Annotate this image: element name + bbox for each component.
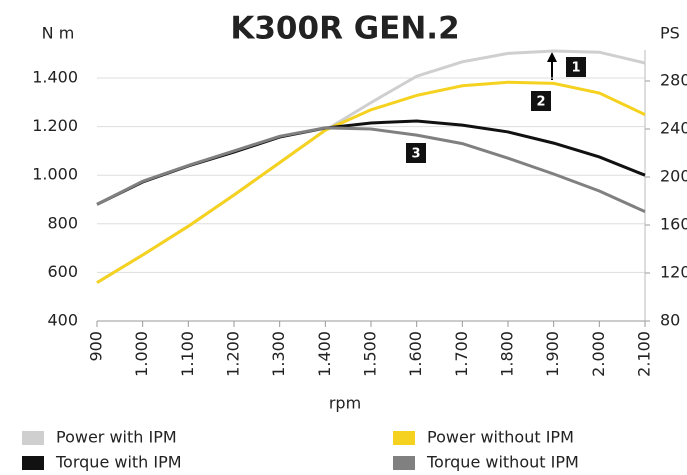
x-tick-label: 1.900: [543, 331, 562, 377]
x-tick-label: 2.100: [635, 331, 654, 377]
legend-swatch: [393, 456, 415, 470]
y2-tick-label: 200: [660, 167, 687, 186]
chart-title: K300R GEN.2: [230, 11, 459, 47]
legend-swatch: [22, 431, 44, 445]
legend-label: Torque without IPM: [426, 453, 579, 472]
annotation: 1: [571, 61, 580, 76]
y2-tick-label: 120: [660, 263, 687, 282]
y2-tick-label: 80: [660, 311, 680, 330]
x-tick-label: 1.400: [315, 331, 334, 377]
y2-tick-label: 160: [660, 215, 687, 234]
annotation-box: [566, 57, 586, 77]
y-tick-label: 1.400: [32, 68, 78, 87]
annotation: 2: [536, 95, 545, 110]
x-tick-label: 1.300: [269, 331, 288, 377]
y-tick-label: 600: [47, 262, 78, 281]
x-tick-label: 2.000: [589, 331, 608, 377]
annotation: 3: [411, 147, 420, 162]
x-tick-label: 1.500: [361, 331, 380, 377]
x-tick-label: 1.600: [406, 331, 425, 377]
y2-tick-label: 240: [660, 119, 687, 138]
y2-axis-label: PS: [660, 24, 680, 43]
annotation-box: [406, 143, 426, 163]
legend-label: Power with IPM: [56, 428, 177, 447]
legend-swatch: [393, 431, 415, 445]
arrow-head: [547, 52, 557, 62]
y-tick-label: 1.000: [32, 165, 78, 184]
y-tick-label: 400: [47, 311, 78, 330]
legend-label: Torque with IPM: [55, 453, 182, 472]
legend-swatch: [22, 456, 44, 470]
x-tick-label: 1.700: [452, 331, 471, 377]
x-tick-label: 900: [87, 331, 106, 362]
x-tick-label: 1.100: [178, 331, 197, 377]
series-line: [96, 80, 646, 284]
series-line: [96, 119, 646, 206]
series-line: [96, 126, 646, 214]
y-tick-label: 1.200: [32, 116, 78, 135]
annotation-box: [531, 91, 551, 111]
x-axis-label: rpm: [329, 394, 361, 413]
y-axis-label: N m: [42, 24, 75, 43]
legend-label: Power without IPM: [427, 428, 574, 447]
x-tick-label: 1.000: [132, 331, 151, 377]
x-tick-label: 1.800: [498, 331, 517, 377]
x-tick-label: 1.200: [224, 331, 243, 377]
y2-tick-label: 280: [660, 71, 687, 90]
y-tick-label: 800: [47, 213, 78, 232]
